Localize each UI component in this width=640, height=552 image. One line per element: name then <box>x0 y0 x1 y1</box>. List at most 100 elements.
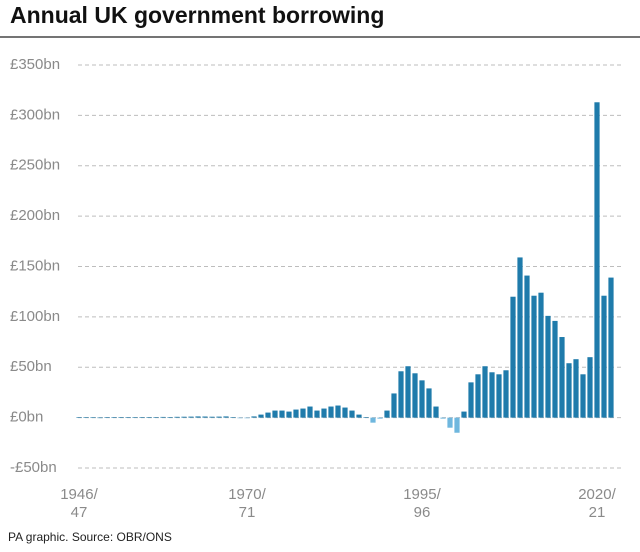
bar <box>377 417 383 419</box>
bar <box>216 416 222 418</box>
bar <box>258 414 264 418</box>
bar <box>496 374 502 418</box>
x-tick-label-line: 96 <box>414 504 431 521</box>
bar <box>580 374 586 418</box>
bar <box>251 416 257 418</box>
bar <box>447 417 453 428</box>
bar <box>454 417 460 433</box>
bar <box>587 357 593 418</box>
bar <box>545 315 551 418</box>
bar <box>566 363 572 418</box>
y-tick-label: £50bn <box>10 358 52 375</box>
bar <box>363 417 369 418</box>
bar <box>244 417 250 419</box>
bar <box>314 410 320 418</box>
y-tick-label: £250bn <box>10 157 60 174</box>
bar <box>440 417 446 419</box>
y-tick-label: £150bn <box>10 257 60 274</box>
x-tick-label: 1970/71 <box>228 486 266 521</box>
x-tick-label: 1995/96 <box>403 486 441 521</box>
bar <box>391 393 397 418</box>
bar <box>146 417 152 418</box>
chart-title: Annual UK government borrowing <box>10 2 384 28</box>
bar <box>538 292 544 418</box>
bar <box>279 410 285 418</box>
x-tick-label: 1946/47 <box>60 486 98 521</box>
bar <box>398 371 404 418</box>
bar <box>321 408 327 418</box>
bar <box>300 408 306 418</box>
bar <box>181 416 187 418</box>
bar <box>174 416 180 418</box>
bar <box>426 388 432 418</box>
bar <box>97 417 103 419</box>
bar <box>307 406 313 418</box>
bar <box>468 382 474 418</box>
y-tick-label: £200bn <box>10 207 60 224</box>
bar <box>230 417 236 418</box>
bar <box>118 417 124 418</box>
bar <box>601 295 607 418</box>
bar <box>209 416 215 418</box>
bar <box>510 296 516 418</box>
bar <box>111 417 117 418</box>
y-tick-label: £300bn <box>10 106 60 123</box>
bar <box>104 417 110 418</box>
bar <box>419 380 425 418</box>
bar <box>489 372 495 418</box>
x-tick-label-line: 1995/ <box>403 486 441 503</box>
bar <box>125 417 131 418</box>
bar <box>188 416 194 418</box>
bar <box>286 411 292 418</box>
bar <box>356 414 362 418</box>
bar <box>405 366 411 418</box>
bar <box>223 416 229 418</box>
bar <box>608 277 614 418</box>
bar <box>552 320 558 418</box>
bar <box>153 417 159 418</box>
bar <box>384 410 390 418</box>
x-tick-label-line: 71 <box>239 504 256 521</box>
x-tick-label-line: 1946/ <box>60 486 98 503</box>
bar <box>342 407 348 418</box>
bar <box>90 417 96 419</box>
bar <box>265 412 271 418</box>
bar <box>370 417 376 423</box>
bar <box>335 405 341 418</box>
x-tick-label-line: 1970/ <box>228 486 266 503</box>
bar <box>202 416 208 418</box>
x-tick-label-line: 47 <box>71 504 88 521</box>
bar <box>559 337 565 418</box>
x-tick-label-line: 21 <box>589 504 606 521</box>
bar <box>160 416 166 418</box>
y-tick-label: £0bn <box>10 409 43 426</box>
y-tick-label: -£50bn <box>10 459 57 476</box>
bar <box>482 366 488 418</box>
bar <box>475 374 481 418</box>
bar <box>517 257 523 418</box>
x-tick-label-line: 2020/ <box>578 486 616 503</box>
x-tick-label: 2020/21 <box>578 486 616 521</box>
y-tick-label: £350bn <box>10 56 60 73</box>
bar <box>237 417 243 419</box>
bar <box>132 417 138 418</box>
bar <box>328 406 334 418</box>
bar <box>139 417 145 418</box>
bar <box>272 410 278 418</box>
bar <box>195 416 201 418</box>
bar <box>461 411 467 418</box>
source-note: PA graphic. Source: OBR/ONS <box>8 530 172 544</box>
bar <box>503 370 509 418</box>
bar <box>167 417 173 418</box>
bar <box>76 417 82 418</box>
bar <box>83 417 89 418</box>
bar <box>412 373 418 418</box>
bar <box>433 406 439 418</box>
bar <box>293 409 299 418</box>
bar <box>524 275 530 418</box>
bar <box>531 295 537 418</box>
bar <box>594 102 600 418</box>
y-tick-label: £100bn <box>10 308 60 325</box>
bar <box>349 410 355 418</box>
